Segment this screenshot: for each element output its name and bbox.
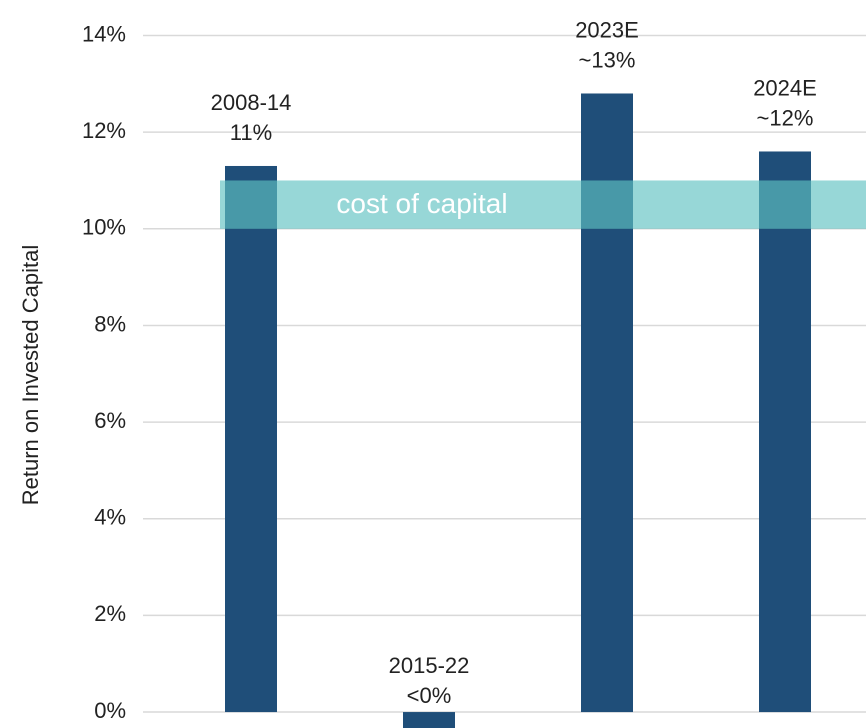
y-tick-label: 10%: [82, 215, 126, 240]
y-tick-label: 6%: [94, 408, 126, 433]
category-label: 2008-14: [211, 90, 292, 115]
y-tick-label: 8%: [94, 311, 126, 336]
y-tick-label: 12%: [82, 118, 126, 143]
y-axis-label: Return on Invested Capital: [18, 245, 43, 506]
y-tick-label: 14%: [82, 21, 126, 46]
bar: [225, 165, 277, 713]
bar: [403, 712, 455, 728]
y-tick-label: 4%: [94, 505, 126, 530]
band-label: cost of capital: [336, 188, 507, 219]
cost-band: [220, 180, 866, 229]
category-label: 2015-22: [389, 653, 470, 678]
value-label: ~13%: [579, 47, 636, 72]
value-label: <0%: [407, 683, 452, 708]
category-label: 2024E: [753, 75, 817, 100]
y-tick-label: 2%: [94, 601, 126, 626]
value-label: 11%: [230, 120, 272, 145]
bar: [759, 151, 811, 713]
value-label: ~12%: [757, 105, 814, 130]
category-label: 2023E: [575, 17, 639, 42]
y-tick-label: 0%: [94, 698, 126, 723]
